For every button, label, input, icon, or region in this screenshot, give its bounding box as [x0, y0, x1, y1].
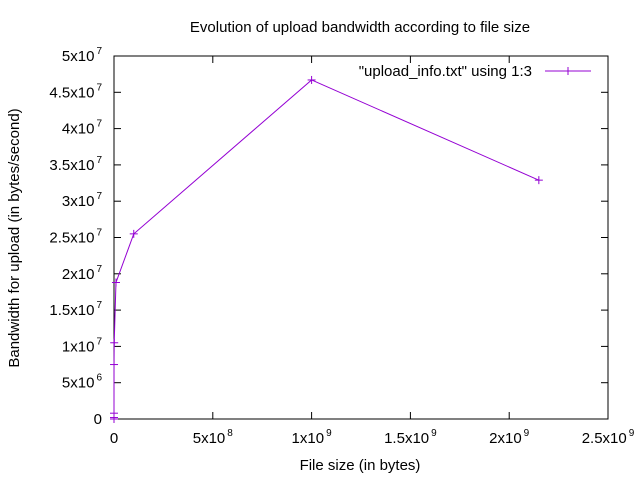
- data-point-marker: [110, 360, 119, 369]
- x-tick-label: 2.5x10 9: [582, 428, 635, 447]
- legend-point-marker: [564, 67, 572, 75]
- data-point-marker: [110, 409, 119, 418]
- x-tick-label: 1.5x10 9: [384, 428, 437, 447]
- data-point-marker: [110, 338, 119, 347]
- legend: "upload_info.txt" using 1:3: [359, 63, 591, 80]
- y-tick-label: 1x10 7: [62, 336, 103, 355]
- legend-marker-glyph: [564, 67, 572, 75]
- x-tick-label: 0: [110, 430, 118, 447]
- x-tick-label: 1x10 9: [292, 428, 333, 447]
- y-tick-label: 0: [94, 411, 102, 428]
- y-tick-label: 4x10 7: [62, 119, 103, 138]
- series-layer: [110, 75, 543, 423]
- y-tick-label: 3.5x10 7: [49, 155, 102, 174]
- data-point-marker: [129, 229, 138, 238]
- axis-ticks: 0 5x10 6 1x10 7 1.5x10 7 2x10 7 2.5x10 7 3x10 7 3.5x1…: [49, 46, 634, 447]
- y-tick-label: 2.5x10 7: [49, 228, 102, 247]
- x-tick-label: 5x10 8: [193, 428, 234, 447]
- data-point-marker: [534, 176, 543, 185]
- x-tick-label: 2x10 9: [489, 428, 530, 447]
- y-tick-label: 5x10 6: [62, 373, 103, 392]
- data-point-marker: [111, 278, 120, 287]
- x-axis-label: File size (in bytes): [300, 457, 421, 474]
- data-point-marker: [307, 75, 316, 84]
- legend-label: "upload_info.txt" using 1:3: [359, 63, 532, 80]
- y-tick-label: 5x10 7: [62, 46, 103, 65]
- chart-title: Evolution of upload bandwidth according …: [190, 19, 530, 36]
- y-tick-label: 3x10 7: [62, 191, 103, 210]
- y-axis-label: Bandwidth for upload (in bytes/second): [6, 108, 23, 367]
- y-tick-label: 2x10 7: [62, 264, 103, 283]
- y-tick-label: 1.5x10 7: [49, 300, 102, 319]
- plot-frame: [113, 55, 609, 420]
- y-tick-label: 4.5x10 7: [49, 82, 102, 101]
